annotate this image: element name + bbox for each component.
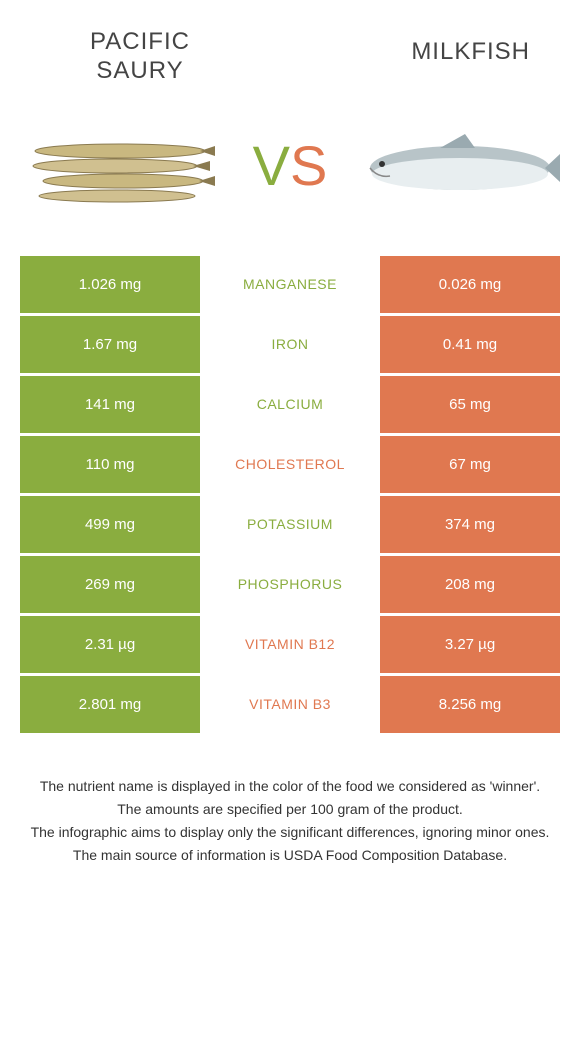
table-row: 269 mg Phosphorus 208 mg	[20, 556, 560, 616]
footer-line: The nutrient name is displayed in the co…	[30, 776, 550, 797]
nutrient-label: Iron	[200, 316, 380, 373]
pacific-saury-image	[20, 106, 220, 226]
right-value: 0.026 mg	[380, 256, 560, 313]
left-value: 1.67 mg	[20, 316, 200, 373]
right-value: 374 mg	[380, 496, 560, 553]
right-value: 0.41 mg	[380, 316, 560, 373]
left-value: 141 mg	[20, 376, 200, 433]
table-row: 1.026 mg Manganese 0.026 mg	[20, 256, 560, 316]
comparison-table: 1.026 mg Manganese 0.026 mg 1.67 mg Iron…	[20, 256, 560, 736]
right-value: 208 mg	[380, 556, 560, 613]
images-row: VS	[0, 96, 580, 256]
left-value: 2.801 mg	[20, 676, 200, 733]
footer-line: The main source of information is USDA F…	[30, 845, 550, 866]
vs-label: VS	[253, 133, 328, 198]
left-value: 110 mg	[20, 436, 200, 493]
milkfish-image	[360, 106, 560, 226]
vs-s-letter: S	[290, 134, 327, 197]
nutrient-label: Phosphorus	[200, 556, 380, 613]
vs-v-letter: V	[253, 134, 290, 197]
nutrient-label: Calcium	[200, 376, 380, 433]
footer-line: The amounts are specified per 100 gram o…	[30, 799, 550, 820]
left-value: 2.31 µg	[20, 616, 200, 673]
right-value: 67 mg	[380, 436, 560, 493]
right-value: 65 mg	[380, 376, 560, 433]
right-value: 8.256 mg	[380, 676, 560, 733]
right-food-title: Milkfish	[350, 28, 530, 86]
nutrient-label: Vitamin B12	[200, 616, 380, 673]
table-row: 110 mg Cholesterol 67 mg	[20, 436, 560, 496]
nutrient-label: Cholesterol	[200, 436, 380, 493]
left-value: 269 mg	[20, 556, 200, 613]
nutrient-label: Vitamin B3	[200, 676, 380, 733]
left-value: 499 mg	[20, 496, 200, 553]
left-value: 1.026 mg	[20, 256, 200, 313]
table-row: 2.31 µg Vitamin B12 3.27 µg	[20, 616, 560, 676]
table-row: 1.67 mg Iron 0.41 mg	[20, 316, 560, 376]
table-row: 499 mg Potassium 374 mg	[20, 496, 560, 556]
table-row: 2.801 mg Vitamin B3 8.256 mg	[20, 676, 560, 736]
table-row: 141 mg Calcium 65 mg	[20, 376, 560, 436]
left-food-title: Pacific saury	[50, 28, 230, 86]
footer-notes: The nutrient name is displayed in the co…	[0, 736, 580, 866]
footer-line: The infographic aims to display only the…	[30, 822, 550, 843]
right-value: 3.27 µg	[380, 616, 560, 673]
header: Pacific saury Milkfish	[0, 0, 580, 96]
nutrient-label: Manganese	[200, 256, 380, 313]
nutrient-label: Potassium	[200, 496, 380, 553]
